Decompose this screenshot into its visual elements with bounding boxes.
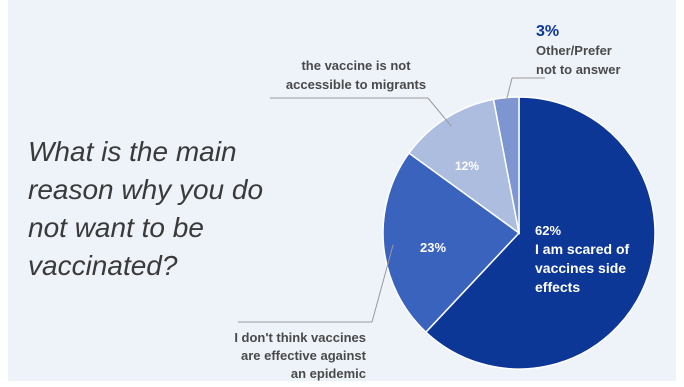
slice-3-label-line: not to answer [536, 62, 621, 77]
pie-slice-0 [424, 96, 656, 370]
slice-0-percent: 62% [535, 223, 561, 238]
slice-1-label-line: are effective against [241, 348, 367, 363]
slice-0-label-line: effects [535, 279, 580, 295]
slice-0-label-line: vaccines side [535, 260, 626, 276]
leader-line-2 [427, 97, 452, 127]
slice-2-label-line: the vaccine is not [301, 58, 411, 73]
slice-2-label-line: accessible to migrants [286, 77, 426, 92]
slice-2-percent: 12% [455, 159, 479, 173]
pie-slice-3 [492, 96, 520, 234]
pie-slice-2 [407, 98, 521, 235]
question-title: What is the main reason why you do not w… [28, 136, 264, 281]
slice-3-label-line: Other/Prefer [536, 43, 612, 58]
slice-1-percent: 23% [420, 240, 446, 255]
leader-line-3 [505, 77, 513, 101]
slice-1-label-line: I don't think vaccines [234, 330, 366, 345]
slice-1-label-line: an epidemic [291, 366, 366, 381]
slice-0-label-line: I am scared of [535, 241, 629, 257]
pie-slice-1 [382, 152, 521, 334]
slice-3-percent: 3% [536, 23, 559, 40]
leader-line-1 [371, 244, 394, 323]
